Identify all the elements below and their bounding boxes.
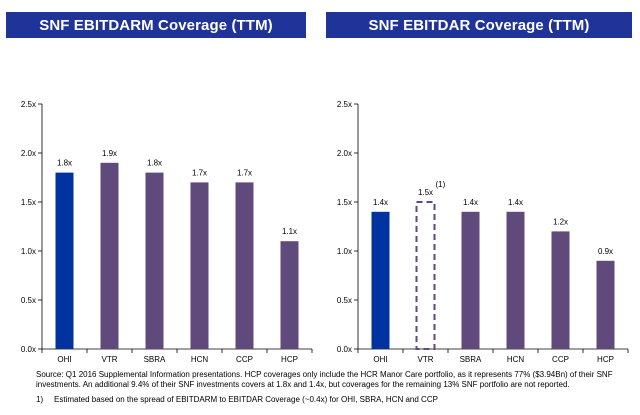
bar-hcp <box>596 260 615 349</box>
category-label: CCP <box>552 355 569 364</box>
y-tick-label: 0.5x <box>21 296 36 305</box>
data-label: 1.8x <box>57 159 72 168</box>
y-tick-label: 2.0x <box>337 149 352 158</box>
bar-sbra <box>461 211 480 349</box>
category-label: HCN <box>191 355 209 364</box>
bar-ohi <box>371 211 390 349</box>
bar-vtr <box>100 162 119 349</box>
y-tick-label: 1.0x <box>337 247 352 256</box>
category-label: CCP <box>236 355 253 364</box>
footnote-marker: (1) <box>436 180 446 189</box>
footnote-text: Estimated based on the spread of EBITDAR… <box>54 395 438 404</box>
category-label: VTR <box>102 355 118 364</box>
y-tick-label: 2.0x <box>21 149 36 158</box>
bar-ohi <box>55 172 74 349</box>
y-tick-label: 2.5x <box>337 100 352 109</box>
category-label: OHI <box>57 355 71 364</box>
ebitdar-coverage-chart: 0.0x0.5x1.0x1.5x2.0x2.5x1.4xOHI1.5x(1)VT… <box>337 100 629 364</box>
y-tick-label: 1.0x <box>21 247 36 256</box>
y-tick-label: 2.5x <box>21 100 36 109</box>
y-tick-label: 0.0x <box>337 345 352 354</box>
category-label: OHI <box>373 355 387 364</box>
data-label: 1.4x <box>508 198 523 207</box>
category-label: HCP <box>281 355 298 364</box>
data-label: 1.7x <box>192 168 207 177</box>
data-label: 1.4x <box>463 198 478 207</box>
chart-title-ebitdarm: SNF EBITDARM Coverage (TTM) <box>6 12 306 38</box>
chart-title-ebitdar: SNF EBITDAR Coverage (TTM) <box>326 12 632 38</box>
y-tick-label: 0.0x <box>21 345 36 354</box>
y-tick-label: 1.5x <box>21 198 36 207</box>
category-label: VTR <box>418 355 434 364</box>
ebitdarm-coverage-chart: 0.0x 0.5x 1.0x 1.5x 2.0x 2.5x 1.8x OHI 1.9x VTR 1.… <box>21 100 313 364</box>
data-label: 1.2x <box>553 217 568 226</box>
source-note: Source: Q1 2016 Supplemental Information… <box>36 370 613 389</box>
category-label: HCP <box>597 355 614 364</box>
bar-hcn <box>506 211 525 349</box>
data-label: 0.9x <box>598 247 613 256</box>
category-label: SBRA <box>144 355 166 364</box>
bar-hcn <box>190 182 209 349</box>
data-label: 1.9x <box>102 149 117 158</box>
bar-sbra <box>145 172 164 349</box>
bar-ccp <box>551 231 570 349</box>
data-label: 1.1x <box>282 227 297 236</box>
y-tick-label: 0.5x <box>337 296 352 305</box>
data-label: 1.4x <box>373 198 388 207</box>
bar-ccp <box>235 182 254 349</box>
data-label: 1.5x <box>418 188 433 197</box>
data-label: 1.7x <box>237 168 252 177</box>
category-label: SBRA <box>460 355 482 364</box>
category-label: HCN <box>507 355 525 364</box>
y-tick-label: 1.5x <box>337 198 352 207</box>
bar-hcp <box>280 241 299 349</box>
footnote-number: 1) <box>36 395 44 404</box>
bar-vtr <box>415 201 436 350</box>
footnote: 1) Estimated based on the spread of EBITD… <box>36 395 626 405</box>
data-label: 1.8x <box>147 159 162 168</box>
